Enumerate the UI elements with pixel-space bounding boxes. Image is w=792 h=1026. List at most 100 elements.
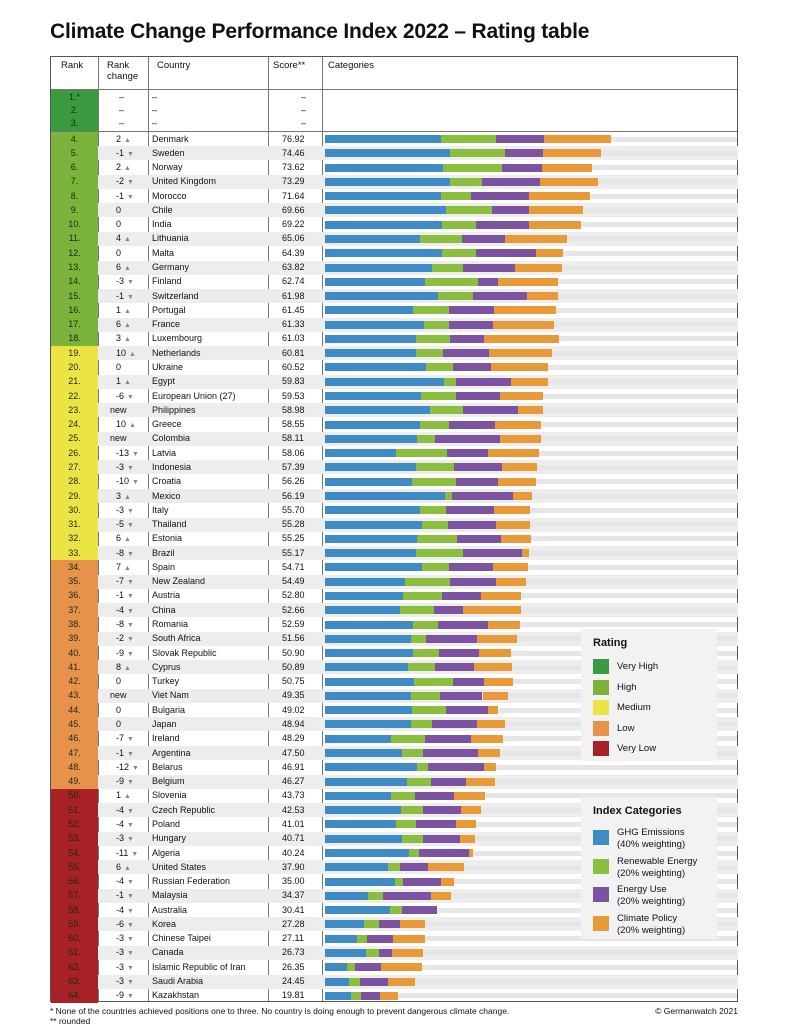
bar-segment-renewable — [414, 677, 453, 686]
rank-label: 7. — [70, 176, 79, 187]
score-label: 50.90 — [282, 647, 305, 658]
bar-segment-energy — [504, 149, 544, 158]
rank-label: 54. — [68, 847, 81, 858]
bar-segment-energy — [463, 263, 515, 272]
bar-track — [325, 607, 737, 613]
down-arrow-icon: ▼ — [127, 750, 134, 758]
rank-change: 0 — [116, 219, 121, 229]
down-arrow-icon: ▼ — [127, 807, 134, 815]
bar-track — [325, 921, 737, 927]
rank-change-value: -7 — [116, 733, 125, 744]
rank-label: 23. — [68, 404, 81, 415]
score-label: 76.92 — [282, 133, 305, 144]
score-label: 46.91 — [282, 761, 305, 772]
bar-segment-energy — [366, 934, 394, 943]
rank-change-value: -4 — [116, 818, 125, 829]
up-arrow-icon: ▲ — [124, 336, 131, 344]
score-label: – — [301, 92, 307, 102]
bar-segment-energy — [477, 277, 498, 286]
score-label: 58.11 — [282, 433, 304, 444]
score-label: 42.53 — [282, 804, 305, 815]
down-arrow-icon: ▼ — [127, 650, 134, 658]
bar-segment-ghg — [325, 534, 417, 543]
rank-change: -3 ▼ — [116, 976, 134, 986]
bar-segment-energy — [461, 234, 506, 243]
rank-change-value: -13 — [116, 447, 130, 458]
rank-change-value: -6 — [116, 390, 125, 401]
rank-change-value: 6 — [116, 861, 122, 872]
up-arrow-icon: ▲ — [124, 564, 131, 572]
bar-segment-ghg — [325, 492, 445, 500]
rank-change: -4 ▼ — [116, 605, 134, 615]
rank-change-value: -8 — [116, 547, 125, 558]
bar-segment-ghg — [325, 877, 396, 886]
rating-band-low — [51, 560, 98, 789]
rank-label: 19. — [68, 347, 81, 358]
bar-segment-energy — [433, 606, 463, 615]
rank-change: -3 ▼ — [116, 962, 134, 972]
country-label: Malta — [152, 247, 175, 258]
up-arrow-icon: ▲ — [124, 236, 131, 244]
bar-segment-renewable — [391, 734, 425, 743]
country-label: Germany — [152, 262, 190, 273]
bar-segment-renewable — [424, 277, 478, 286]
bar-segment-renewable — [415, 349, 444, 358]
rating-band-high — [51, 132, 98, 347]
bar-segment-policy — [488, 349, 553, 358]
bar-segment-ghg — [325, 577, 405, 586]
bar-segment-policy — [496, 520, 530, 529]
rank-label: 49. — [68, 776, 81, 787]
bar-track — [325, 721, 737, 727]
rank-label: 22. — [68, 390, 81, 401]
rank-change: -7 ▼ — [116, 576, 134, 586]
score-label: 60.52 — [282, 361, 305, 372]
country-label: Belarus — [152, 761, 183, 772]
bar-segment-renewable — [415, 334, 451, 343]
rank-change-value: 6 — [116, 262, 122, 273]
footnote-2: ** rounded — [50, 1016, 91, 1026]
rank-label: 63. — [68, 976, 81, 987]
down-arrow-icon: ▼ — [127, 622, 134, 630]
bar-segment-renewable — [424, 320, 449, 329]
rank-change-value: new — [110, 404, 127, 415]
bar-segment-ghg — [325, 649, 413, 658]
rank-label: 28. — [68, 476, 81, 487]
bar-segment-renewable — [450, 177, 483, 186]
rank-change-value: 0 — [116, 718, 122, 729]
bar-segment-policy — [488, 449, 540, 458]
rank-label: 48. — [68, 761, 81, 772]
score-label: 52.66 — [282, 604, 305, 615]
rank-change: -10 ▼ — [116, 476, 139, 486]
up-arrow-icon: ▲ — [124, 793, 131, 801]
rank-change-value: -3 — [116, 933, 125, 944]
country-label: Viet Nam — [152, 690, 189, 701]
rank-label: 37. — [68, 604, 81, 615]
bar-segment-ghg — [325, 406, 431, 415]
down-arrow-icon: ▼ — [132, 479, 139, 487]
down-arrow-icon: ▼ — [127, 507, 134, 515]
rank-change-value: 7 — [116, 561, 122, 572]
rank-label: 1.* — [68, 92, 80, 102]
bar-segment-energy — [446, 449, 489, 458]
rank-change-value: 10 — [116, 419, 127, 430]
country-label: Mexico — [152, 490, 181, 501]
score-label: 49.35 — [282, 690, 305, 701]
down-arrow-icon: ▼ — [127, 993, 134, 1001]
rank-change: -9 ▼ — [116, 776, 134, 786]
country-label: Luxembourg — [152, 333, 203, 344]
rank-change: -9 ▼ — [116, 648, 134, 658]
bar-segment-policy — [492, 563, 529, 572]
bar-segment-policy — [430, 891, 451, 900]
score-label: 58.55 — [282, 419, 305, 430]
score-label: – — [301, 118, 307, 128]
bar-track — [325, 664, 737, 670]
score-label: 27.11 — [282, 933, 304, 944]
bar-segment-energy — [453, 363, 491, 372]
score-label: 69.22 — [282, 219, 305, 230]
bar-segment-policy — [517, 406, 543, 415]
down-arrow-icon: ▼ — [127, 636, 134, 644]
bar-segment-renewable — [404, 577, 451, 586]
bar-segment-renewable — [395, 449, 447, 458]
rank-change: 6 ▲ — [116, 533, 131, 543]
country-label: Hungary — [152, 833, 187, 844]
